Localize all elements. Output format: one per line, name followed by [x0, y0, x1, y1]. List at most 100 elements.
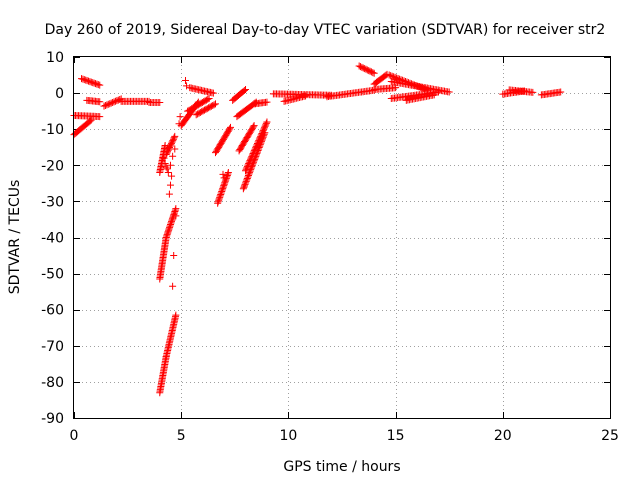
data-point [96, 81, 104, 89]
data-point [250, 148, 258, 156]
y-tick-labels: 10 0 -10 -20 -30 -40 -50 -60 -70 -80 -90 [41, 50, 64, 427]
data-point [176, 113, 184, 121]
data-point [170, 134, 178, 142]
data-point [249, 123, 257, 131]
data-point [394, 75, 402, 83]
data-point [246, 169, 254, 177]
y-tick-label: 0 [55, 86, 64, 102]
data-point [391, 73, 399, 81]
data-point [217, 189, 225, 197]
data-point [166, 181, 174, 189]
data-point [219, 183, 227, 191]
x-tick-label: 5 [177, 428, 186, 444]
data-point [113, 97, 121, 105]
data-point [170, 252, 178, 260]
data-point [242, 85, 250, 93]
data-point [214, 199, 222, 207]
x-tick-label: 25 [601, 428, 619, 444]
data-point [262, 119, 270, 127]
data-point [387, 72, 395, 80]
data-point [87, 116, 95, 124]
data-point [163, 165, 171, 173]
data-point [172, 205, 180, 213]
data-point [248, 151, 256, 159]
data-point [218, 188, 226, 196]
data-point [220, 180, 228, 188]
y-axis-label: SDTVAR / TECUs [7, 180, 23, 295]
data-point [215, 196, 223, 204]
data-point [302, 92, 310, 100]
data-point [529, 88, 537, 96]
data-point [156, 98, 164, 106]
data-point [260, 125, 268, 133]
data-point [220, 174, 228, 182]
data-point [370, 69, 378, 77]
data-point [249, 150, 257, 158]
data-point [172, 212, 180, 220]
data-point [257, 131, 265, 139]
data-point [263, 118, 271, 126]
data-point [245, 170, 253, 178]
data-point [263, 98, 271, 106]
data-point [259, 127, 267, 135]
grid [74, 57, 610, 418]
data-point [445, 88, 453, 96]
data-point [257, 132, 265, 140]
data-point [243, 164, 251, 172]
data-point [224, 169, 232, 177]
data-point [219, 185, 227, 193]
data-point [254, 139, 262, 147]
x-axis-label: GPS time / hours [283, 459, 400, 475]
data-point [161, 141, 169, 149]
data-point [171, 145, 179, 153]
data-point [107, 99, 115, 107]
data-point [181, 76, 189, 84]
data-point [239, 185, 247, 193]
data-point [106, 100, 114, 108]
data-point [434, 88, 442, 96]
data-point [216, 193, 224, 201]
data-point [169, 282, 177, 290]
data-point [86, 117, 94, 125]
data-point [258, 129, 266, 137]
data-point [241, 180, 249, 188]
data-points [70, 62, 565, 397]
data-point [255, 135, 263, 143]
data-point [252, 144, 260, 152]
data-point [240, 86, 248, 94]
data-point [254, 138, 262, 146]
y-tick-label: -70 [41, 339, 64, 355]
y-tick-label: -80 [41, 375, 64, 391]
axis-ticks [74, 57, 611, 419]
data-point [171, 132, 179, 140]
data-point [244, 173, 252, 181]
data-point [256, 134, 264, 142]
data-point [215, 195, 223, 203]
data-point [390, 73, 398, 81]
data-point [114, 96, 122, 104]
data-point [205, 95, 213, 103]
data-point [101, 101, 109, 109]
data-point [226, 125, 234, 133]
data-point [244, 172, 252, 180]
data-point [110, 98, 118, 106]
data-point [219, 170, 227, 178]
data-point [204, 95, 212, 103]
data-point [557, 88, 565, 96]
data-point [212, 100, 220, 108]
data-point [245, 158, 253, 166]
data-point [100, 102, 108, 110]
data-point [183, 82, 191, 90]
data-point [160, 154, 168, 162]
data-point [221, 177, 229, 185]
y-tick-label: 10 [46, 50, 64, 66]
data-point [244, 161, 252, 169]
y-tick-label: -30 [41, 194, 64, 210]
data-point [255, 137, 263, 145]
data-point [250, 122, 258, 130]
x-tick-labels: 0 5 10 15 20 25 [70, 428, 619, 444]
data-point [104, 100, 112, 108]
y-tick-label: -20 [41, 158, 64, 174]
data-point [217, 190, 225, 198]
